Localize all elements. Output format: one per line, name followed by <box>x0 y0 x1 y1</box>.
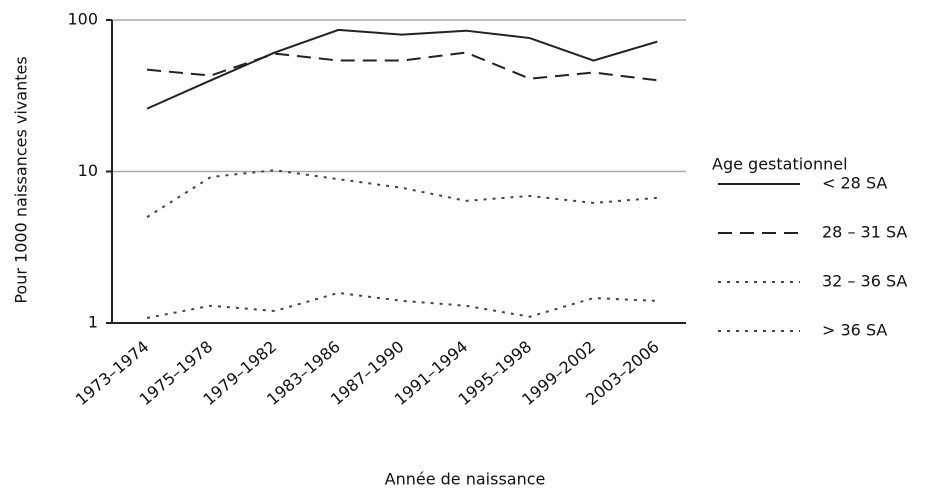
y-tick-label: 10 <box>78 161 98 180</box>
series-line <box>146 28 658 110</box>
legend-label: 32 – 36 SA <box>822 272 907 291</box>
x-axis-label: Année de naissance <box>385 470 546 489</box>
legend-label: < 28 SA <box>822 174 887 193</box>
legend-label: > 36 SA <box>822 321 887 340</box>
series-line <box>146 291 658 319</box>
y-axis-label: Pour 1000 naissances vivantes <box>12 56 31 303</box>
y-tick-label: 100 <box>67 10 98 29</box>
legend-label: 28 – 31 SA <box>822 223 907 242</box>
series-line <box>146 169 658 218</box>
y-tick-label: 1 <box>88 313 98 332</box>
legend-title: Age gestationnel <box>712 155 848 174</box>
